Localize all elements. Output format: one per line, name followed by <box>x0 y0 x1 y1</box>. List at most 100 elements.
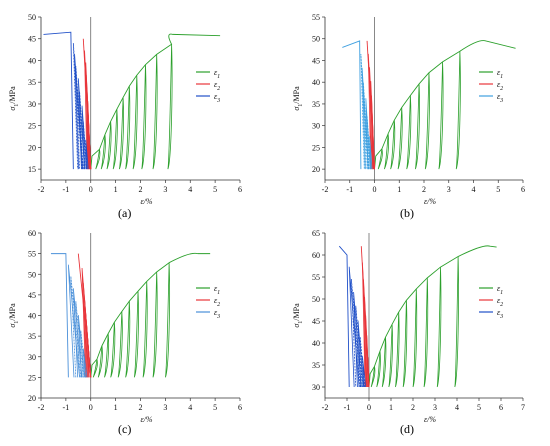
y-tick-label: 35 <box>312 361 320 370</box>
legend-label: ε1 <box>214 68 220 80</box>
eps1-loop <box>402 300 408 388</box>
x-axis-label: ε/% <box>424 415 436 424</box>
x-tick-label: -1 <box>346 185 353 194</box>
y-tick-label: 25 <box>28 373 36 382</box>
eps3-envelope <box>50 253 69 378</box>
x-tick-label: 6 <box>499 403 503 412</box>
x-tick-label: 4 <box>188 403 192 412</box>
y-tick-label: 40 <box>312 78 320 87</box>
eps1-envelope <box>374 40 516 170</box>
x-axis-label: ε/% <box>424 197 436 206</box>
x-tick-label: -2 <box>38 403 45 412</box>
y-tick-label: 50 <box>312 295 320 304</box>
eps1-loop <box>118 97 124 170</box>
eps2-loop <box>81 267 92 378</box>
x-tick-label: 1 <box>114 403 118 412</box>
eps1-loop <box>390 120 396 170</box>
eps1-loop <box>388 324 393 388</box>
x-tick-label: 5 <box>496 185 500 194</box>
y-tick-label: 60 <box>312 251 320 260</box>
eps1-loop <box>455 51 461 170</box>
eps3-loop <box>351 279 361 388</box>
legend-label: ε3 <box>497 92 503 104</box>
x-tick-label: 0 <box>373 185 377 194</box>
panel-a: -2 -1 0 1 2 3 4 5 61520253035404550ε/%σ1/MPaε1ε2… <box>8 13 242 206</box>
legend-label: ε2 <box>214 80 220 92</box>
eps3-loop <box>361 67 369 170</box>
panel-label-a: (a) <box>118 206 132 220</box>
eps1-loop <box>384 133 389 170</box>
x-axis-label: ε/% <box>140 415 152 424</box>
eps1-loop <box>370 366 376 388</box>
eps1-loop <box>412 288 418 388</box>
eps3-loop <box>348 266 360 388</box>
x-tick-label: 3 <box>163 403 167 412</box>
eps2-envelope <box>360 246 370 388</box>
y-tick-label: 20 <box>28 394 36 403</box>
x-tick-label: -2 <box>322 403 329 412</box>
x-tick-label: 2 <box>139 403 143 412</box>
panel-label-d: (d) <box>400 422 414 436</box>
x-tick-label: 6 <box>521 185 525 194</box>
x-tick-label: 3 <box>447 185 451 194</box>
y-tick-label: 35 <box>28 78 36 87</box>
y-tick-label: 15 <box>28 165 36 174</box>
eps2-envelope <box>366 40 375 170</box>
x-tick-label: 5 <box>477 403 481 412</box>
eps1-loop <box>133 291 139 378</box>
x-tick-label: 3 <box>433 403 437 412</box>
x-tick-label: 0 <box>367 403 371 412</box>
eps1-loop <box>423 277 429 388</box>
eps2-envelope <box>77 253 92 378</box>
eps1-loop <box>112 109 118 170</box>
x-tick-label: 1 <box>397 185 401 194</box>
y-tick-label: 50 <box>28 13 36 22</box>
y-tick-label: 55 <box>312 273 320 282</box>
eps1-loop <box>100 134 106 170</box>
panel-c: -2 -1 0 1 2 3 4 5 6202530354045505560ε/%σ1/MPaε1… <box>8 229 242 424</box>
eps3-loop <box>67 264 80 378</box>
x-tick-label: 6 <box>238 403 242 412</box>
eps1-loop <box>110 322 116 378</box>
x-tick-label: -2 <box>322 185 329 194</box>
y-tick-label: 45 <box>312 317 320 326</box>
y-tick-label: 20 <box>312 165 320 174</box>
eps3-loop <box>75 66 84 170</box>
x-tick-label: 6 <box>238 185 242 194</box>
eps3-loop <box>82 121 88 170</box>
eps1-loop <box>414 83 420 170</box>
legend-label: ε1 <box>497 284 503 296</box>
legend-label: ε2 <box>497 296 503 308</box>
eps3-loop <box>365 98 371 170</box>
eps1-loop <box>117 311 123 378</box>
eps1-loop <box>132 75 138 170</box>
eps3-loop <box>70 276 82 378</box>
eps2-envelope <box>82 38 92 170</box>
eps1-loop <box>152 54 158 170</box>
eps1-loop <box>152 271 158 378</box>
x-tick-label: -1 <box>344 403 351 412</box>
panel-label-b: (b) <box>400 206 414 220</box>
panel-label-c: (c) <box>118 422 132 436</box>
x-tick-label: 5 <box>213 185 217 194</box>
eps1-loop <box>454 256 459 388</box>
eps1-envelope <box>368 245 497 388</box>
y-axis-label: σ1/MPa <box>8 303 20 328</box>
eps3-loop <box>74 54 84 170</box>
panel-b: -2 -1 0 1 2 3 4 5 62025303540455055ε/%σ1/MPaε1ε2… <box>292 13 525 206</box>
eps1-loop <box>125 86 131 170</box>
x-tick-label: 5 <box>213 403 217 412</box>
x-tick-label: 2 <box>411 403 415 412</box>
eps1-loop <box>376 350 381 388</box>
x-tick-label: 2 <box>139 185 143 194</box>
y-tick-label: 45 <box>28 291 36 300</box>
y-tick-label: 25 <box>312 143 320 152</box>
y-tick-label: 25 <box>28 122 36 131</box>
x-tick-label: 2 <box>422 185 426 194</box>
eps3-envelope <box>43 31 74 170</box>
eps1-loop <box>381 337 387 388</box>
eps3-loop <box>80 330 87 378</box>
